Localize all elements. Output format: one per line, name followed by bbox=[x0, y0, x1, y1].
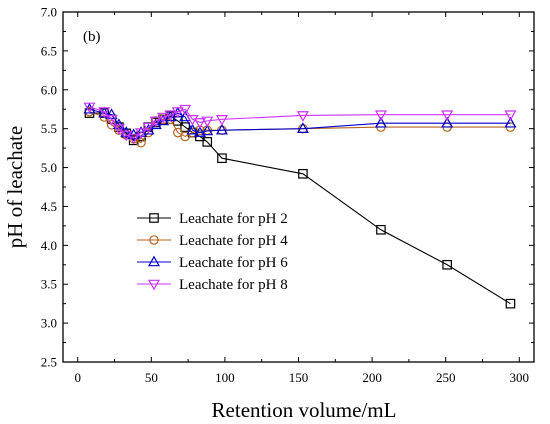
data-point bbox=[504, 116, 517, 128]
legend-marker bbox=[147, 255, 161, 267]
data-point bbox=[296, 122, 309, 133]
data-point bbox=[441, 110, 454, 122]
series-1 bbox=[84, 108, 516, 309]
data-point bbox=[193, 118, 206, 129]
data-point bbox=[202, 137, 213, 147]
y-tick-label: 6.0 bbox=[41, 82, 57, 97]
legend-label: Leachate for pH 6 bbox=[179, 255, 288, 271]
y-tick-label: 7.0 bbox=[41, 5, 57, 20]
data-point bbox=[112, 124, 125, 136]
legend-label: Leachate for pH 2 bbox=[179, 211, 288, 227]
legend-marker bbox=[149, 213, 159, 223]
panel-label: (b) bbox=[83, 29, 101, 45]
x-tick-label: 250 bbox=[436, 370, 456, 385]
data-point bbox=[296, 111, 309, 122]
y-tick-label: 4.5 bbox=[41, 199, 57, 214]
data-point bbox=[127, 133, 140, 145]
y-tick-label: 2.5 bbox=[41, 355, 57, 370]
data-point bbox=[374, 116, 387, 128]
y-tick-label: 4.0 bbox=[41, 238, 57, 253]
data-point bbox=[83, 102, 96, 114]
x-tick-label: 200 bbox=[362, 370, 382, 385]
data-point bbox=[180, 122, 190, 132]
series-line bbox=[89, 108, 511, 136]
x-tick-label: 50 bbox=[145, 370, 158, 385]
series-4 bbox=[83, 102, 517, 145]
data-point bbox=[215, 123, 228, 135]
data-point bbox=[215, 115, 228, 126]
data-point bbox=[186, 123, 199, 135]
y-tick-label: 3.5 bbox=[41, 277, 57, 292]
data-point bbox=[134, 128, 148, 139]
legend-label: Leachate for pH 4 bbox=[179, 233, 288, 249]
y-tick-label: 5.0 bbox=[41, 160, 57, 175]
data-point bbox=[98, 107, 111, 118]
data-point bbox=[201, 116, 214, 128]
data-point bbox=[134, 126, 148, 137]
legend-entry: Leachate for pH 8 bbox=[137, 277, 288, 293]
data-point bbox=[105, 108, 118, 119]
y-tick-label: 6.5 bbox=[41, 43, 57, 58]
legend-marker bbox=[147, 279, 161, 291]
data-point bbox=[201, 124, 214, 136]
series-layer bbox=[83, 102, 517, 309]
data-point bbox=[157, 112, 170, 124]
legend-marker bbox=[149, 235, 159, 245]
legend-entry: Leachate for pH 2 bbox=[137, 211, 288, 227]
data-point bbox=[374, 110, 387, 122]
data-point bbox=[149, 116, 162, 128]
data-point bbox=[441, 116, 454, 128]
series-line bbox=[89, 112, 511, 305]
data-point bbox=[193, 126, 206, 137]
x-tick-label: 100 bbox=[215, 370, 235, 385]
data-point bbox=[180, 131, 190, 142]
data-point bbox=[505, 298, 516, 309]
data-point bbox=[217, 153, 227, 164]
data-point bbox=[442, 259, 452, 270]
data-point bbox=[173, 127, 183, 138]
x-tick-label: 150 bbox=[289, 370, 309, 385]
ticks-layer: 0 50 100 150 200 250 300 2.5 3.0 3.5 4.0 4.5 5.0 5.5 6… bbox=[41, 5, 534, 385]
data-point bbox=[120, 126, 133, 137]
x-tick-label: 0 bbox=[74, 370, 81, 385]
y-axis-title: pH of leachate bbox=[3, 126, 27, 248]
data-point bbox=[298, 168, 308, 179]
data-point bbox=[376, 224, 386, 235]
legend-entry: Leachate for pH 4 bbox=[137, 233, 288, 249]
data-point bbox=[164, 110, 177, 122]
plot-frame bbox=[62, 11, 535, 363]
data-point bbox=[171, 107, 184, 118]
data-point bbox=[179, 104, 192, 116]
legend-label: Leachate for pH 8 bbox=[179, 277, 288, 293]
data-point bbox=[504, 110, 517, 122]
y-tick-label: 5.5 bbox=[41, 121, 57, 136]
data-point bbox=[142, 122, 155, 134]
data-point bbox=[105, 115, 118, 126]
legend-entry: Leachate for pH 6 bbox=[137, 255, 288, 271]
x-tick-label: 300 bbox=[510, 370, 530, 385]
series-3 bbox=[83, 102, 517, 140]
y-tick-label: 3.0 bbox=[41, 316, 57, 331]
legend: Leachate for pH 2 Leachate for pH 4 Leacha… bbox=[137, 211, 288, 293]
x-axis-title: Retention volume/mL bbox=[212, 398, 397, 422]
